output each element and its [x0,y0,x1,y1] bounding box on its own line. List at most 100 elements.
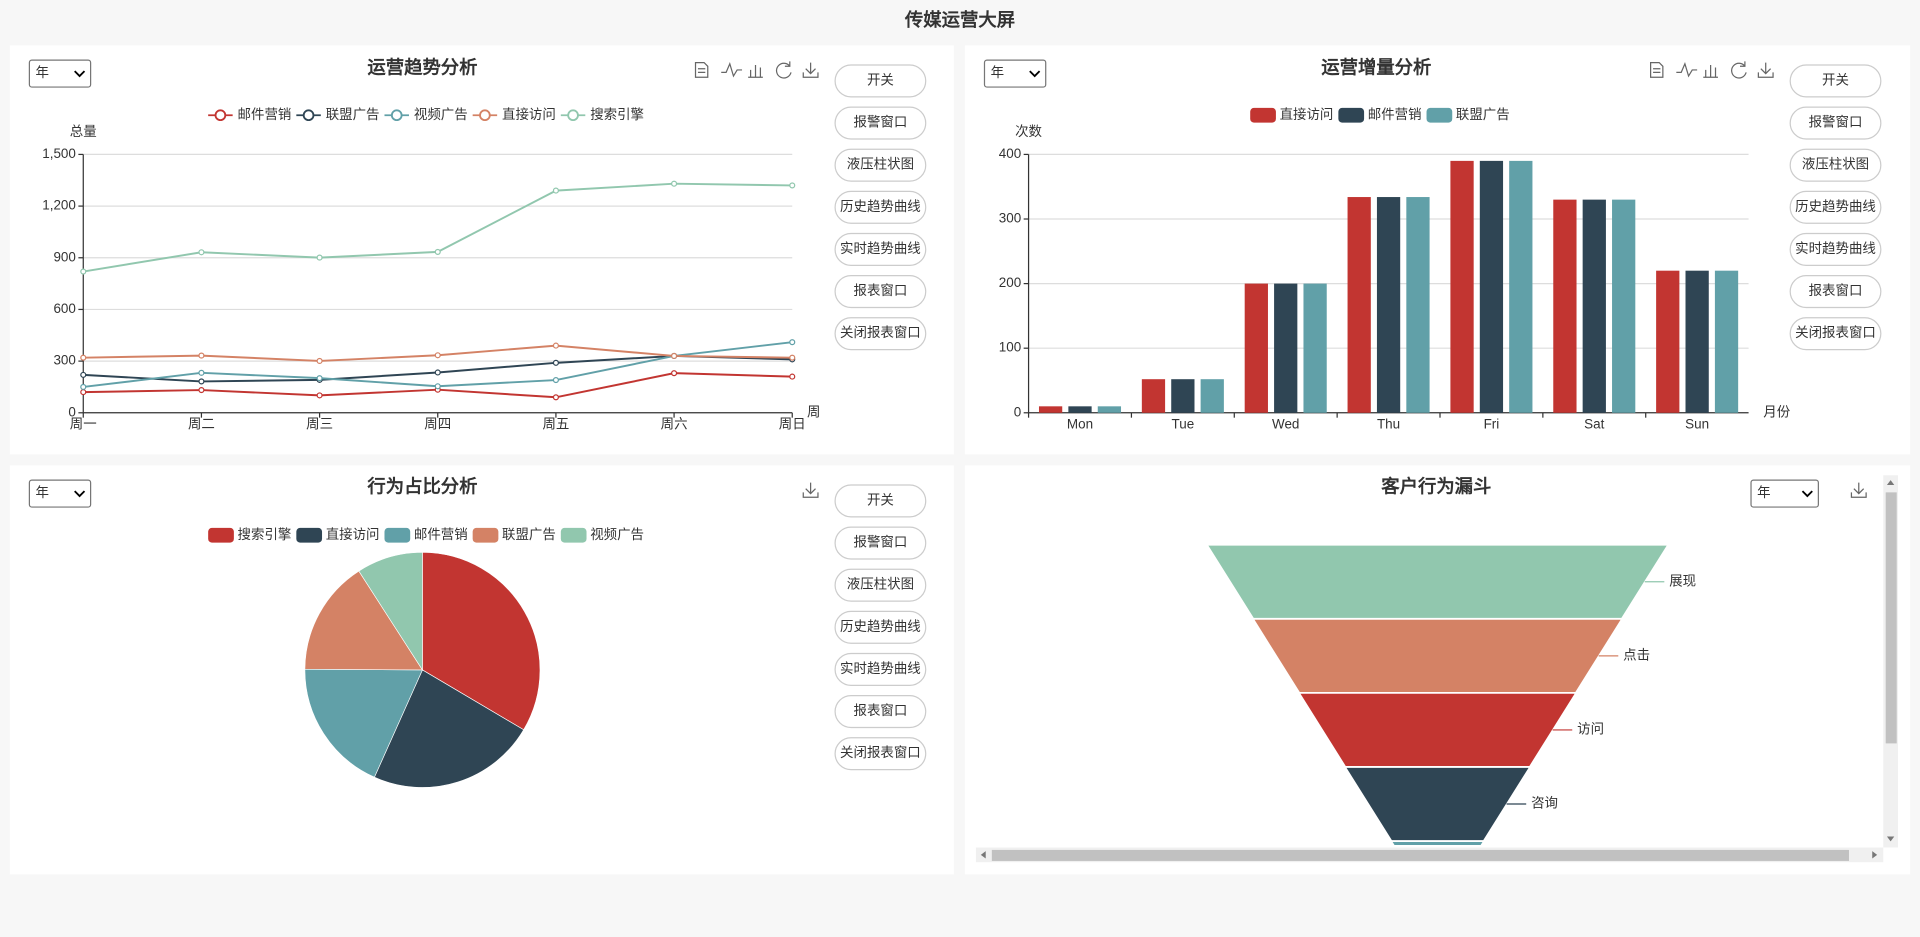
button-box[interactable] [834,106,927,140]
button-label[interactable]: 历史趋势曲线 [840,199,921,214]
download-icon[interactable] [802,62,819,78]
select-box[interactable] [1750,479,1819,508]
select-value[interactable]: 年 [991,65,1004,80]
button-box[interactable] [834,526,927,560]
button-label[interactable]: 液压柱状图 [847,157,914,172]
button-label[interactable]: 实时趋势曲线 [840,241,921,256]
button-box[interactable] [834,737,927,771]
button-box[interactable] [1789,232,1882,266]
button[interactable]: 液压柱状图 [834,148,927,182]
button[interactable]: 历史趋势曲线 [1789,190,1882,224]
button-label[interactable]: 液压柱状图 [847,577,914,592]
select-arrow[interactable] [1029,70,1041,78]
button-label[interactable]: 开关 [1822,73,1849,88]
data-view-icon[interactable] [1650,61,1664,78]
select-arrow[interactable] [1801,490,1813,498]
line-icon[interactable] [1676,62,1698,78]
button[interactable]: 实时趋势曲线 [1789,232,1882,266]
button-label[interactable]: 开关 [867,493,894,508]
button[interactable]: 报警窗口 [834,526,927,560]
button-label[interactable]: 关闭报表窗口 [840,744,921,760]
button[interactable]: 开关 [1789,64,1882,98]
vertical-scrollbar[interactable] [1883,475,1898,848]
button-label[interactable]: 液压柱状图 [1802,157,1869,172]
bar [1656,270,1680,413]
button[interactable]: 关闭报表窗口 [1789,317,1882,351]
button[interactable]: 关闭报表窗口 [834,317,927,351]
point [552,359,559,366]
data-view-icon[interactable] [694,61,709,78]
button-box[interactable] [834,317,927,351]
pie-slice [374,669,525,788]
select-value[interactable]: 年 [36,65,49,80]
select-box[interactable] [28,479,92,508]
button-box[interactable] [834,695,927,729]
horizontal-scrollbar[interactable] [975,847,1884,863]
button-box[interactable] [1789,106,1882,140]
point [198,249,205,256]
button-label[interactable]: 历史趋势曲线 [840,619,921,634]
button-label[interactable]: 报表窗口 [854,702,908,718]
period-select[interactable]: 年 [28,59,92,88]
button-label[interactable]: 报警窗口 [854,114,908,130]
button-box[interactable] [1789,190,1882,224]
select-arrow[interactable] [74,490,86,498]
button-box[interactable] [1789,275,1882,309]
period-select[interactable]: 年 [1750,479,1819,508]
button-label[interactable]: 报警窗口 [854,534,908,550]
line-icon[interactable] [721,62,743,78]
download-icon[interactable] [802,482,819,498]
button[interactable]: 报警窗口 [1789,106,1882,140]
button-box[interactable] [1789,317,1882,351]
button-box[interactable] [834,275,927,309]
button[interactable]: 开关 [834,64,927,98]
button-box[interactable] [834,484,927,518]
select-arrow[interactable] [74,70,86,78]
button-box[interactable] [1789,64,1882,98]
legend-marker [479,109,491,122]
button[interactable]: 报表窗口 [1789,275,1882,309]
bar-icon[interactable] [748,65,763,78]
restore-icon[interactable] [775,61,792,79]
bar-icon[interactable] [1703,65,1718,78]
button[interactable]: 实时趋势曲线 [834,232,927,266]
button-label[interactable]: 实时趋势曲线 [1795,241,1876,256]
button[interactable]: 历史趋势曲线 [834,610,927,644]
funnel-layer [1252,618,1623,694]
button-label[interactable]: 历史趋势曲线 [1795,199,1876,214]
button-box[interactable] [1789,148,1882,182]
button-label[interactable]: 关闭报表窗口 [1795,324,1876,340]
button-label[interactable]: 开关 [867,73,894,88]
period-select[interactable]: 年 [28,479,92,508]
button-label[interactable]: 报表窗口 [1809,282,1863,298]
download-icon[interactable] [1850,482,1867,498]
select-box[interactable] [28,59,92,88]
button-label[interactable]: 关闭报表窗口 [840,324,921,340]
button-label[interactable]: 报警窗口 [1809,114,1863,130]
restore-icon[interactable] [1731,61,1747,79]
select-box[interactable] [983,59,1047,88]
button[interactable]: 液压柱状图 [834,568,927,602]
button-box[interactable] [834,610,927,644]
button[interactable]: 开关 [834,484,927,518]
button[interactable]: 报表窗口 [834,695,927,729]
x-tick-label: 周五 [542,417,569,432]
button[interactable]: 报表窗口 [834,275,927,309]
button-label[interactable]: 实时趋势曲线 [840,661,921,676]
button[interactable]: 实时趋势曲线 [834,652,927,686]
button-box[interactable] [834,64,927,98]
select-value[interactable]: 年 [1757,485,1770,500]
button-label[interactable]: 报表窗口 [854,282,908,298]
download-icon[interactable] [1757,62,1774,78]
button-box[interactable] [834,568,927,602]
button-box[interactable] [834,190,927,224]
select-value[interactable]: 年 [36,485,49,500]
button[interactable]: 关闭报表窗口 [834,737,927,771]
button-box[interactable] [834,652,927,686]
button[interactable]: 历史趋势曲线 [834,190,927,224]
button[interactable]: 报警窗口 [834,106,927,140]
button-box[interactable] [834,232,927,266]
button-box[interactable] [834,148,927,182]
button[interactable]: 液压柱状图 [1789,148,1882,182]
period-select[interactable]: 年 [983,59,1047,88]
